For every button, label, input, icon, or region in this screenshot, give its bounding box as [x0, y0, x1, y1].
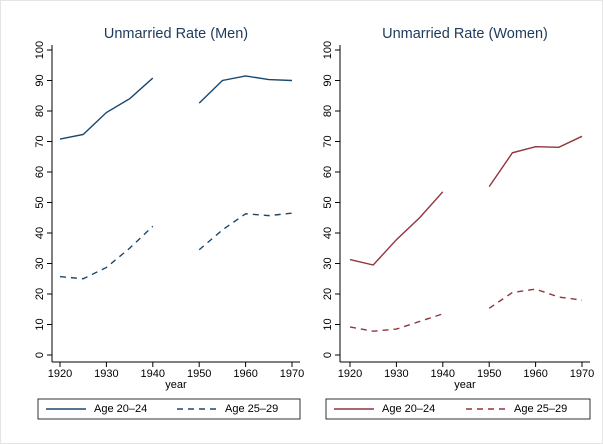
x-tick-label: 1920	[338, 368, 362, 380]
y-tick-label: 100	[322, 41, 334, 59]
y-tick-label: 20	[322, 288, 334, 300]
y-tick-label: 60	[322, 166, 334, 178]
x-tick-label: 1960	[233, 368, 257, 380]
chart-title: Unmarried Rate (Men)	[104, 26, 248, 42]
x-tick-label: 1950	[477, 368, 501, 380]
legend-frame	[325, 398, 591, 420]
y-tick-label: 80	[322, 105, 334, 117]
x-tick-label: 1930	[94, 368, 118, 380]
y-tick-label: 90	[34, 74, 46, 86]
x-tick-label: 1940	[431, 368, 455, 380]
data-line	[349, 135, 583, 266]
y-tick-label: 0	[34, 352, 46, 358]
x-tick-label: 1920	[48, 368, 72, 380]
x-tick-label: 1970	[570, 368, 594, 380]
x-tick-label: 1950	[187, 368, 211, 380]
legend-label: Age 20–24	[94, 403, 147, 415]
y-tick-label: 0	[322, 352, 334, 358]
y-tick-label: 10	[322, 318, 334, 330]
x-tick-label: 1930	[384, 368, 408, 380]
data-line	[59, 212, 293, 280]
y-tick-label: 30	[34, 257, 46, 269]
y-tick-label: 70	[34, 135, 46, 147]
y-tick-label: 90	[322, 74, 334, 86]
chart-title: Unmarried Rate (Women)	[382, 26, 548, 42]
legend-frame	[37, 398, 301, 420]
y-tick-label: 80	[34, 105, 46, 117]
legend-label: Age 25–29	[514, 403, 567, 415]
x-axis-label: year	[454, 379, 476, 391]
y-tick-label: 60	[34, 166, 46, 178]
y-tick-label: 30	[322, 257, 334, 269]
x-tick-label: 1960	[523, 368, 547, 380]
y-tick-label: 40	[34, 227, 46, 239]
y-tick-label: 50	[322, 196, 334, 208]
y-tick-label: 10	[34, 318, 46, 330]
data-line	[59, 75, 293, 140]
y-tick-label: 100	[34, 41, 46, 59]
x-tick-label: 1970	[280, 368, 304, 380]
x-tick-label: 1940	[141, 368, 165, 380]
y-tick-label: 40	[322, 227, 334, 239]
y-tick-label: 50	[34, 196, 46, 208]
y-tick-label: 70	[322, 135, 334, 147]
y-tick-label: 20	[34, 288, 46, 300]
legend-label: Age 25–29	[225, 403, 278, 415]
data-line	[349, 288, 583, 332]
legend-label: Age 20–24	[382, 403, 435, 415]
x-axis-label: year	[165, 379, 187, 391]
